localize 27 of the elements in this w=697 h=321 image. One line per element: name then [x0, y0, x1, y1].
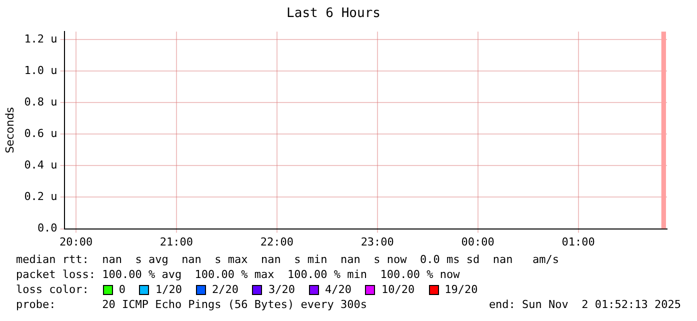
x-tick-label: 21:00 — [160, 235, 194, 248]
legend-label: 0 — [118, 282, 126, 297]
chart-title: Last 6 Hours — [286, 6, 380, 22]
legend-label: 1/20 — [155, 282, 182, 297]
legend-label: 4/20 — [324, 282, 352, 297]
x-tick-label: 20:00 — [59, 235, 93, 248]
text: probe: 20 ICMP Echo Pings (56 Bytes) every 300s — [16, 297, 367, 312]
legend-label: 19/20 — [444, 282, 478, 297]
x-tick-label: 00:00 — [461, 235, 494, 248]
legend-label: 2/20 — [212, 282, 238, 297]
legend-label: 3/20 — [268, 282, 295, 297]
y-tick-label: 0.2 u — [24, 190, 58, 204]
legend-label: 10/20 — [381, 282, 415, 297]
y-tick-label: 0.8 u — [24, 95, 58, 108]
y-tick-label: 1.2 u — [24, 32, 58, 46]
y-tick-label: 0.0 — [37, 222, 58, 235]
text: median rtt: nan s avg nan s max nan s min nan s now 0.0 ms sd nan am/s — [16, 252, 560, 267]
y-tick-label: 1.0 u — [24, 64, 58, 77]
text: end: Sun Nov 2 01:52:13 2025 — [488, 297, 681, 312]
y-axis-title: Seconds — [3, 106, 16, 154]
x-tick-label: 23:00 — [360, 235, 394, 248]
x-tick-label: 22:00 — [260, 235, 294, 248]
y-tick-label: 0.4 u — [24, 158, 58, 172]
text: packet loss: 100.00 % avg 100.00 % max 100.00 % min 100.00 % now — [16, 267, 461, 282]
y-tick-label: 0.6 u — [24, 127, 58, 140]
x-tick-label: 01:00 — [562, 235, 595, 248]
legend-title: loss color: — [16, 282, 89, 297]
